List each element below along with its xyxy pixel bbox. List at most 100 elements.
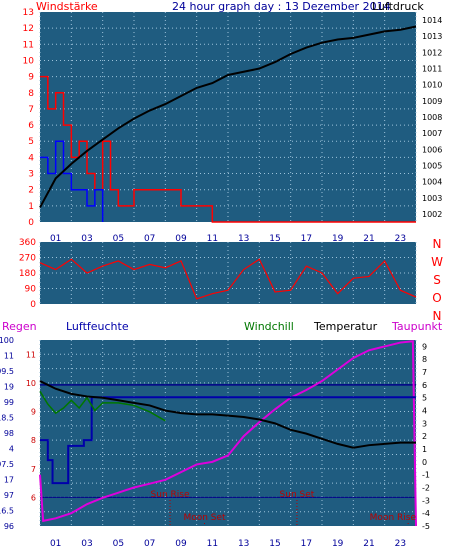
event-label: Moon Set: [183, 513, 226, 523]
humidity-tick-label: 7: [31, 465, 36, 474]
compass-label: N: [433, 237, 442, 251]
humidity-tick-label: 11: [26, 350, 36, 359]
direction-tick-label: 360: [19, 238, 36, 248]
hour-tick-label: 23: [395, 539, 406, 549]
hour-tick-label: 01: [50, 234, 61, 244]
wind-tick-label: 2: [28, 186, 34, 196]
wind-gust-line: [40, 140, 104, 222]
hour-tick-label: 11: [207, 234, 218, 244]
temperature-tick-label: -2: [422, 484, 430, 493]
hour-tick-label: 01: [50, 539, 61, 549]
pressure-tick-label: 1010: [422, 81, 442, 90]
wind-tick-label: 13: [23, 8, 34, 18]
pressure-tick-label: 1002: [422, 210, 442, 219]
hour-tick-label: 17: [301, 539, 312, 549]
temperature-tick-label: 4: [422, 407, 427, 416]
pressure-tick-label: 1009: [422, 97, 442, 106]
hour-tick-label: 17: [301, 234, 312, 244]
hour-tick-label: 19: [332, 234, 344, 244]
rain-tick-label: 99: [4, 398, 14, 407]
event-layer: Sun Rise Moon Set Sun Set Moon Rise: [151, 490, 417, 526]
wind-tick-label: 11: [23, 40, 34, 50]
hour-tick-label: 15: [269, 234, 280, 244]
pressure-tick-label: 1006: [422, 145, 442, 154]
temperature-tick-label: -3: [422, 496, 430, 505]
hour-tick-label: 21: [363, 539, 374, 549]
pressure-tick-label: 1005: [422, 161, 442, 170]
pressure-tick-label: 1013: [422, 32, 442, 41]
temperature-legend: Temperatur: [313, 320, 378, 333]
temperature-tick-label: 9: [422, 342, 427, 351]
wind-tick-label: 1: [28, 202, 34, 212]
pressure-tick-label: 1007: [422, 129, 442, 138]
rain-tick-label: 97.5: [0, 460, 14, 469]
hour-tick-label: 19: [332, 539, 344, 549]
wind-tick-label: 0: [28, 218, 34, 228]
dewpoint-legend: Taupunkt: [391, 320, 443, 333]
temperature-line: [39, 380, 416, 449]
pressure-tick-label: 1004: [422, 178, 442, 187]
temperature-tick-label: -1: [422, 471, 430, 480]
direction-tick-label: 0: [30, 300, 36, 310]
temperature-tick-label: 2: [422, 432, 427, 441]
wind-tick-label: 9: [28, 73, 34, 83]
chart-title: 24 hour graph day : 13 Dezember 2014: [172, 0, 391, 13]
direction-tick-label: 90: [25, 285, 37, 295]
rain-tick-label: 4: [9, 445, 14, 454]
hour-tick-label: 09: [175, 234, 187, 244]
windchill-legend: Windchill: [244, 320, 294, 333]
humidity-tick-label: 8: [31, 436, 36, 445]
humidity-legend: Luftfeuchte: [66, 320, 129, 333]
hour-tick-label: 23: [395, 234, 406, 244]
pressure-line: [39, 25, 417, 208]
rain-tick-label: 19: [4, 383, 14, 392]
hour-tick-label: 15: [269, 539, 280, 549]
wind-axis-title: Windstärke: [36, 0, 98, 13]
event-label: Sun Rise: [151, 490, 190, 500]
wind-tick-label: 6: [28, 121, 34, 131]
dewpoint-line: [39, 340, 417, 527]
temperature-tick-label: -5: [422, 522, 430, 531]
pressure-tick-label: 1012: [422, 48, 442, 57]
hour-tick-label: 07: [144, 539, 155, 549]
rain-tick-label: 98: [4, 429, 14, 438]
temperature-tick-label: 7: [422, 368, 427, 377]
rain-tick-label: 96: [4, 522, 14, 531]
wind-tick-label: 4: [28, 153, 34, 163]
temperature-tick-label: 6: [422, 381, 427, 390]
hour-tick-label: 21: [363, 234, 374, 244]
pressure-axis-title: Luftdruck: [372, 0, 424, 13]
temperature-tick-label: 8: [422, 355, 427, 364]
hour-tick-label: 03: [81, 234, 92, 244]
compass-label: W: [431, 255, 443, 269]
wind-tick-label: 5: [28, 137, 34, 147]
compass-label: S: [433, 273, 441, 287]
wind-tick-label: 8: [28, 89, 34, 99]
temperature-tick-label: 3: [422, 419, 427, 428]
pressure-tick-label: 1008: [422, 113, 442, 122]
rain-legend: Regen: [2, 320, 37, 333]
compass-label: O: [432, 291, 441, 305]
rain-tick-label: 97: [4, 491, 14, 500]
rain-tick-label: 11: [4, 352, 14, 361]
rain-tick-label: 99.5: [0, 367, 14, 376]
rain-tick-label: 17: [4, 476, 14, 485]
event-label: Sun Set: [280, 490, 315, 500]
compass-label: N: [433, 309, 442, 323]
hour-tick-label: 05: [113, 539, 124, 549]
temperature-tick-label: 1: [422, 445, 427, 454]
pressure-tick-label: 1003: [422, 194, 442, 203]
wind-tick-label: 7: [28, 105, 34, 115]
temperature-tick-label: -4: [422, 509, 430, 518]
hour-tick-label: 05: [113, 234, 124, 244]
rain-tick-label: 100: [0, 336, 14, 345]
direction-tick-label: 180: [19, 269, 36, 279]
event-label: Moon Rise: [370, 513, 417, 523]
pressure-tick-label: 1011: [422, 65, 442, 74]
hour-tick-label: 07: [144, 234, 155, 244]
hour-tick-label: 13: [238, 539, 249, 549]
humidity-line: [40, 396, 416, 485]
humidity-tick-label: 6: [31, 493, 36, 502]
